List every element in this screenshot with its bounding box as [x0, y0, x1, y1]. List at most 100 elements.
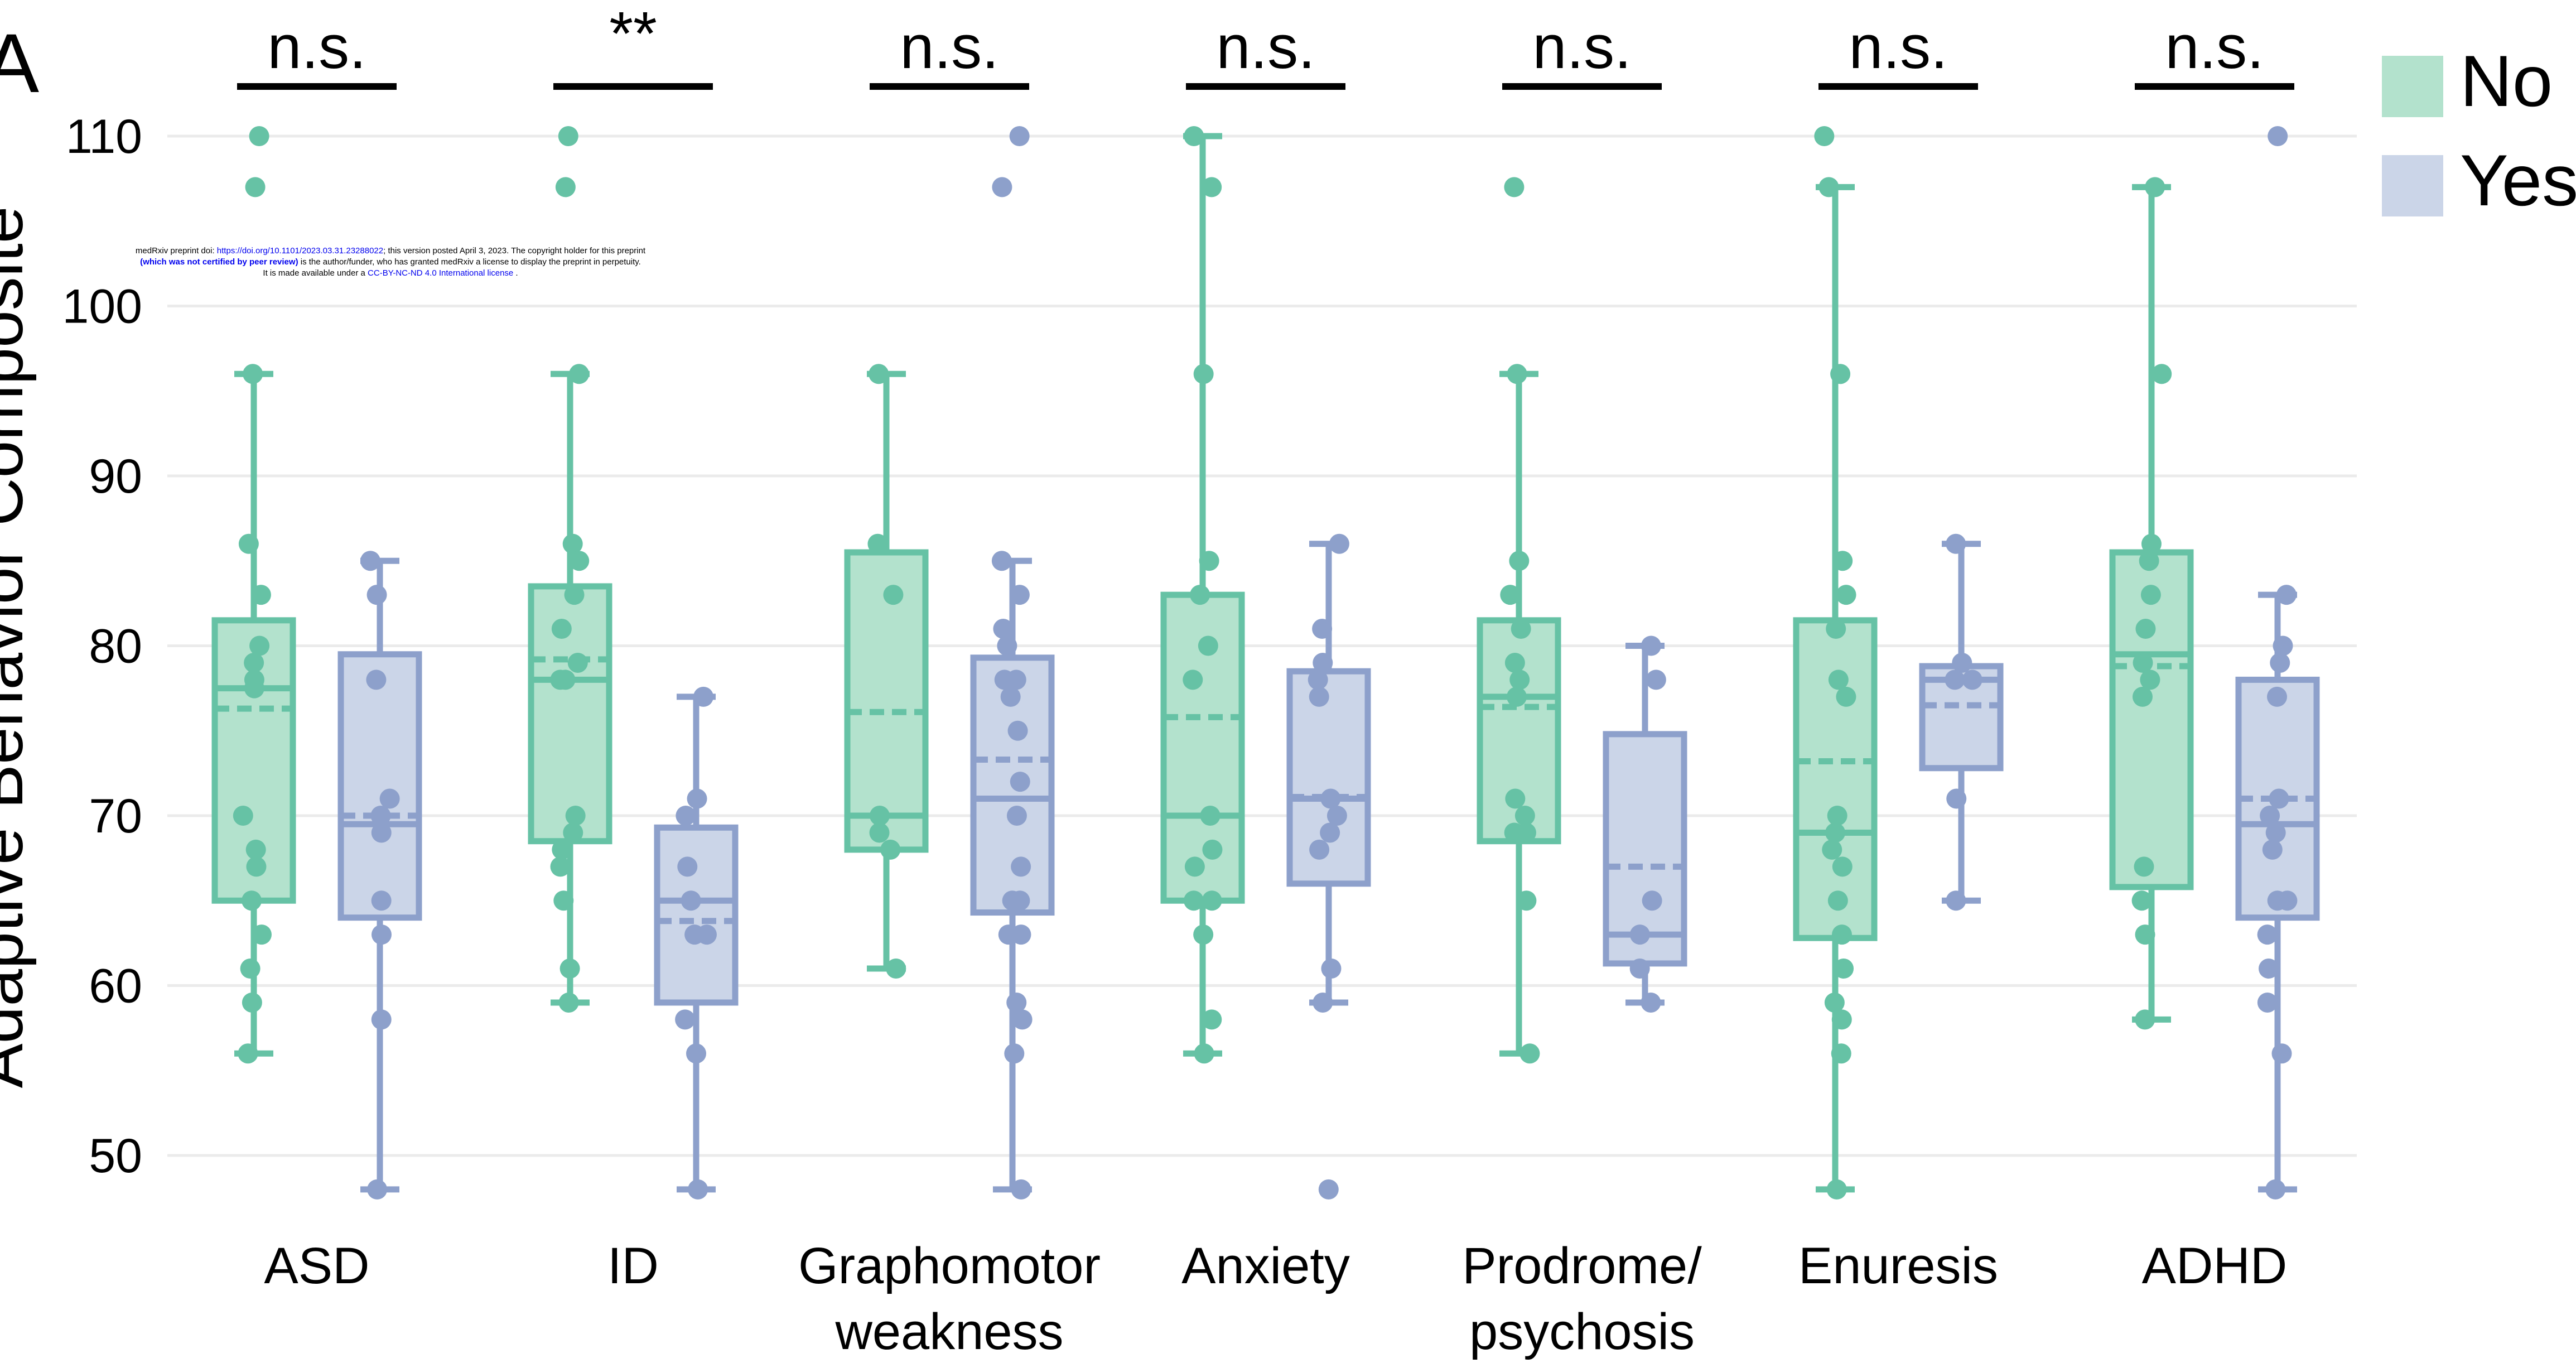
- data-point: [550, 856, 571, 877]
- data-point: [991, 551, 1012, 571]
- watermark-line1-pre: medRxiv preprint doi:: [135, 246, 217, 256]
- data-point: [367, 1179, 388, 1200]
- data-point: [562, 533, 583, 554]
- x-tick-label: Prodrome/: [1462, 1237, 1702, 1294]
- data-point: [1011, 856, 1031, 877]
- data-point: [684, 924, 705, 945]
- data-point: [1198, 635, 1218, 656]
- data-point: [1507, 364, 1527, 384]
- data-point: [569, 551, 590, 571]
- data-point: [552, 839, 572, 860]
- watermark-line2-bold: (which was not certified by peer review): [140, 257, 298, 267]
- significance-label: n.s.: [1849, 13, 1947, 81]
- data-point: [2152, 364, 2172, 384]
- data-point: [1962, 670, 1982, 690]
- data-point: [244, 678, 264, 699]
- iqr-box: [1793, 617, 1878, 941]
- data-point: [1183, 890, 1204, 911]
- data-point: [233, 806, 253, 826]
- data-point: [2265, 822, 2286, 843]
- data-point: [676, 806, 696, 826]
- data-point: [1313, 652, 1333, 673]
- watermark-line2-post: is the author/funder, who has granted me…: [298, 257, 641, 267]
- data-point: [1832, 551, 1853, 571]
- data-point: [1836, 686, 1856, 707]
- data-point: [243, 364, 263, 384]
- data-point: [1827, 806, 1847, 826]
- data-point: [1824, 992, 1845, 1013]
- data-point: [1831, 1009, 1852, 1030]
- x-tick-label: Anxiety: [1181, 1237, 1350, 1294]
- legend-swatch: [2382, 56, 2443, 117]
- data-point: [1629, 959, 1650, 979]
- data-point: [1828, 670, 1849, 690]
- data-point: [1202, 890, 1222, 911]
- data-point: [1514, 806, 1535, 826]
- box-no: [528, 126, 612, 1013]
- data-point: [371, 924, 392, 945]
- data-point: [244, 652, 264, 673]
- data-point: [1826, 619, 1846, 639]
- data-point: [2134, 856, 2154, 877]
- data-point: [1193, 924, 1214, 945]
- data-point: [681, 890, 701, 911]
- watermark-doi-link[interactable]: https://doi.org/10.1101/2023.03.31.23288…: [216, 246, 384, 256]
- data-point: [553, 890, 574, 911]
- data-point: [558, 126, 578, 146]
- data-point: [1505, 788, 1526, 809]
- data-point: [869, 806, 890, 826]
- significance-label: n.s.: [900, 13, 998, 81]
- data-point: [1822, 839, 1842, 860]
- data-point: [1190, 585, 1210, 605]
- x-tick-label: Enuresis: [1798, 1237, 1998, 1294]
- y-axis-label: Adaptive Behavior Composite: [0, 206, 37, 1089]
- data-point: [1511, 619, 1531, 639]
- watermark-license-link[interactable]: CC-BY-NC-ND 4.0 International license: [368, 268, 514, 278]
- data-point: [869, 364, 889, 384]
- data-point: [1506, 686, 1527, 707]
- data-point: [1834, 959, 1854, 979]
- data-point: [1831, 924, 1852, 945]
- data-point: [371, 1009, 392, 1030]
- data-point: [886, 959, 906, 979]
- data-point: [1509, 670, 1530, 690]
- data-point: [563, 822, 583, 843]
- box-no: [1477, 177, 1561, 1064]
- data-point: [1826, 1179, 1847, 1200]
- data-point: [2139, 551, 2159, 571]
- data-point: [1952, 652, 1972, 673]
- data-point: [1516, 890, 1537, 911]
- data-point: [366, 585, 387, 605]
- data-point: [1831, 1043, 1851, 1064]
- iqr-box: [654, 824, 739, 1006]
- watermark-line3-pre: It is made available under a: [263, 268, 368, 278]
- box-no: [1160, 126, 1245, 1064]
- data-point: [1184, 126, 1204, 146]
- data-point: [371, 890, 392, 911]
- data-point: [1308, 670, 1328, 690]
- data-point: [1200, 806, 1221, 826]
- data-point: [1010, 890, 1030, 911]
- data-point: [1945, 670, 1965, 690]
- data-point: [1011, 1179, 1031, 1200]
- box-yes: [2235, 126, 2320, 1200]
- data-point: [2135, 619, 2156, 639]
- data-point: [551, 619, 572, 639]
- box-no: [2109, 177, 2194, 1030]
- data-point: [371, 822, 392, 843]
- data-point: [1006, 992, 1027, 1013]
- data-point: [675, 1009, 696, 1030]
- data-point: [2269, 788, 2289, 809]
- data-point: [565, 806, 586, 826]
- data-point: [555, 670, 576, 690]
- data-point: [688, 1179, 708, 1200]
- data-point: [2259, 959, 2279, 979]
- data-point: [246, 856, 267, 877]
- data-point: [1519, 1043, 1540, 1064]
- data-point: [1006, 670, 1026, 690]
- data-point: [2135, 924, 2155, 945]
- y-tick-label: 90: [89, 450, 142, 503]
- panel-letter: A: [0, 16, 39, 110]
- data-point: [883, 585, 904, 605]
